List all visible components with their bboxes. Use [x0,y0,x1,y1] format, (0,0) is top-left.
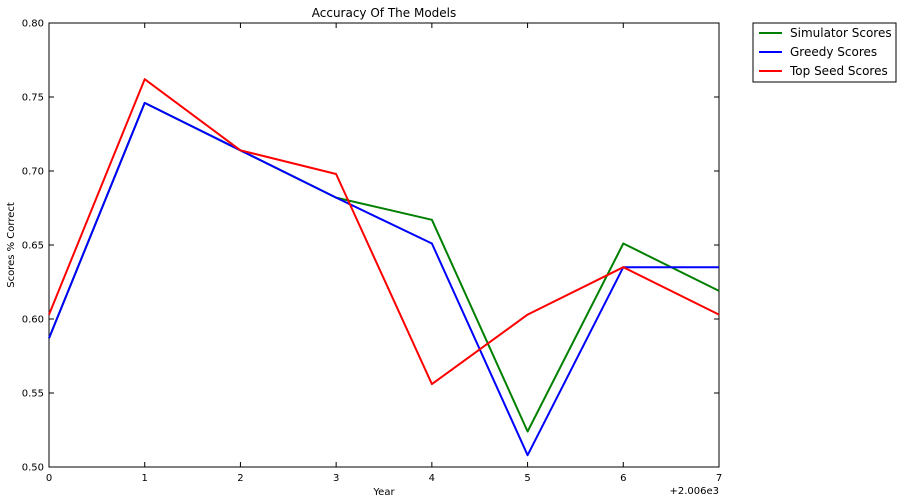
x-axis-title: Year [372,487,395,498]
y-tick-label: 0.80 [22,19,44,30]
y-tick-label: 0.75 [22,93,44,104]
y-tick-label: 0.50 [22,463,44,474]
x-tick-label: 2 [237,473,243,484]
legend: Simulator Scores Greedy Scores Top Seed Sc… [752,22,897,83]
x-offset-label: +2.006e3 [669,486,719,497]
series-layer [48,78,720,457]
x-tick-label: 5 [524,473,530,484]
x-tick-label: 0 [46,473,52,484]
x-tick-label: 3 [333,473,339,484]
legend-label: Greedy Scores [790,45,877,59]
y-tick-label: 0.65 [22,241,44,252]
legend-label: Top Seed Scores [789,64,888,78]
series-line-top-seed-scores [48,78,720,386]
y-tick-label: 0.55 [22,389,44,400]
plot-area [48,22,720,468]
y-axis-title: Scores % Correct [6,202,17,288]
y-tick-label: 0.70 [22,167,44,178]
legend-label: Simulator Scores [790,26,892,40]
chart-title: Accuracy Of The Models [312,6,457,20]
x-tick-label: 4 [429,473,435,484]
x-tick-label: 6 [620,473,626,484]
x-tick-label: 1 [142,473,148,484]
x-tick-label: 7 [716,473,722,484]
series-line-greedy-scores [48,101,719,457]
y-tick-label: 0.60 [22,315,44,326]
ticks-layer: 0 1 2 3 4 5 6 7 0.50 0.55 0.60 0.65 0.70 0.75 0.80 [22,19,722,485]
